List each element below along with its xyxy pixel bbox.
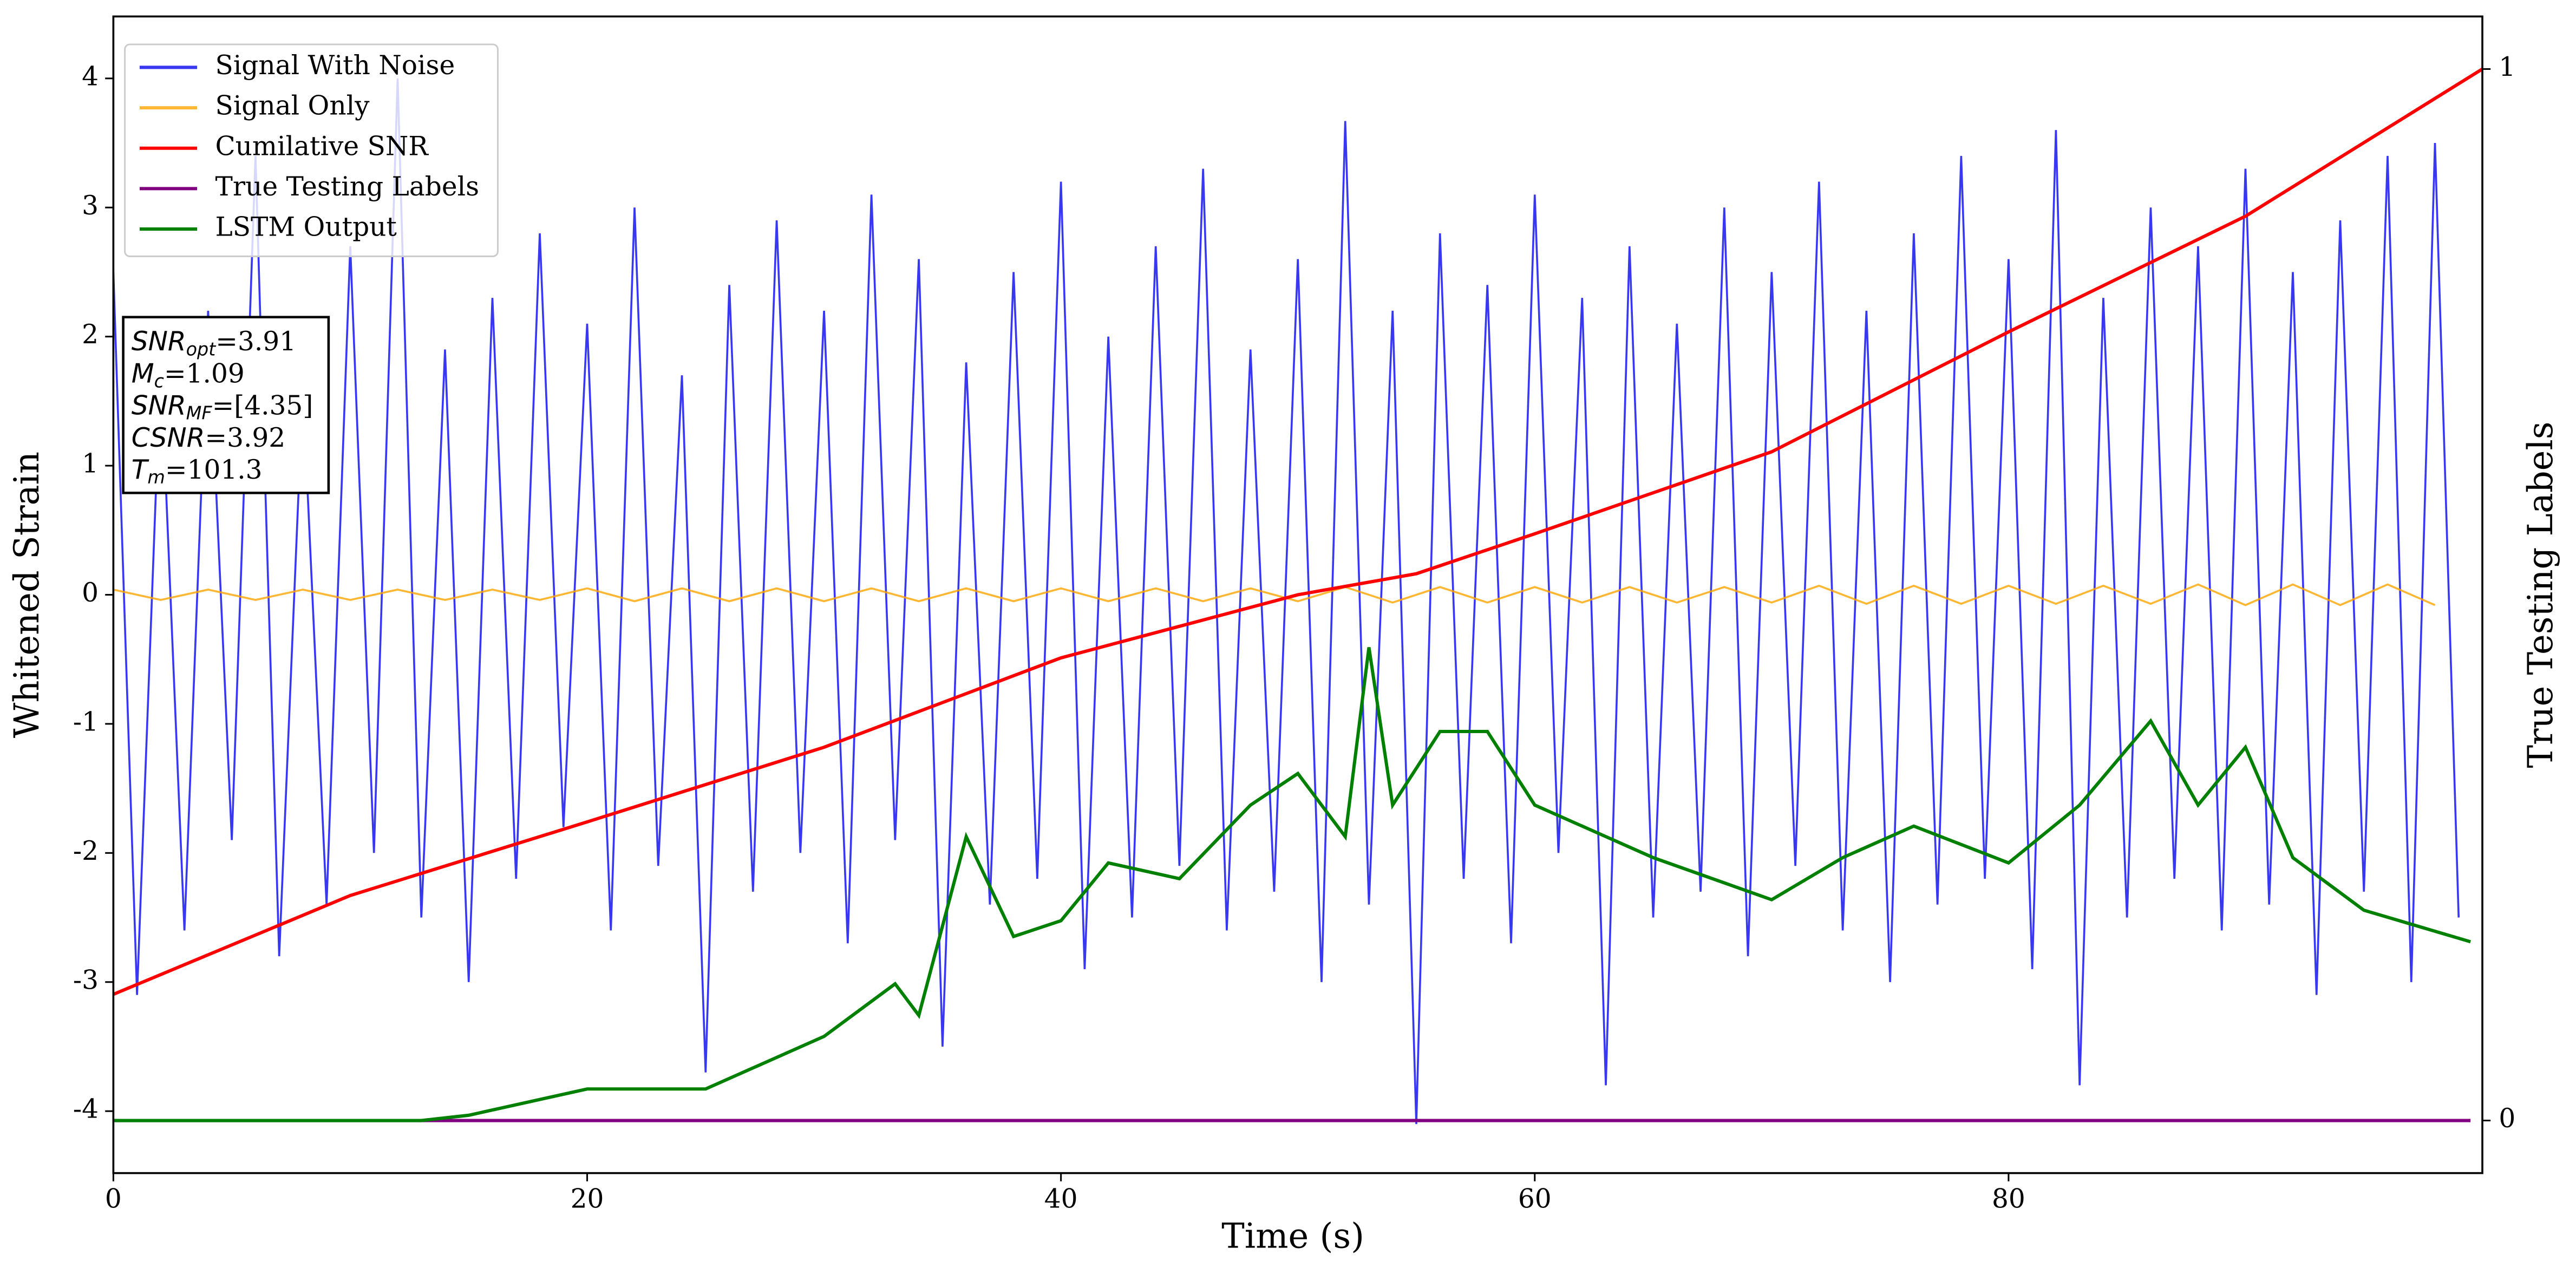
annotation-value: =3.91 bbox=[215, 326, 296, 357]
y2-tick-label: 1 bbox=[2499, 52, 2515, 82]
y2-axis-label: True Testing Labels bbox=[2521, 422, 2561, 768]
y-tick-label: 3 bbox=[82, 191, 99, 221]
annotation-subscript: opt bbox=[186, 338, 217, 360]
legend-label: Signal Only bbox=[215, 91, 370, 121]
series-line bbox=[113, 78, 2460, 1125]
y-tick-label: 2 bbox=[82, 319, 99, 350]
x-tick-label: 40 bbox=[1044, 1184, 1078, 1214]
annotation-symbol: T bbox=[132, 455, 149, 485]
annotation-value: =[4.35] bbox=[212, 390, 313, 421]
x-tick-label: 60 bbox=[1518, 1184, 1552, 1214]
x-tick-label: 20 bbox=[571, 1184, 604, 1214]
series-line bbox=[113, 583, 2436, 606]
annotation-subscript: m bbox=[147, 467, 165, 488]
x-axis-label: Time (s) bbox=[1221, 1217, 1364, 1257]
y-tick-label: -1 bbox=[73, 707, 99, 737]
annotation-symbol: SNR bbox=[132, 391, 186, 421]
annotation-value: =3.92 bbox=[205, 422, 285, 453]
legend-label: Signal With Noise bbox=[215, 50, 455, 81]
y-tick-label: -2 bbox=[73, 836, 99, 866]
y-tick-label: 1 bbox=[82, 449, 99, 479]
legend-box bbox=[124, 43, 499, 257]
legend-label: True Testing Labels bbox=[215, 172, 480, 202]
annotation-line: Mc=1.09 bbox=[132, 358, 245, 391]
series-line bbox=[113, 647, 2472, 1122]
annotation-subscript: c bbox=[154, 370, 164, 391]
annotation-line: CSNR=3.92 bbox=[132, 422, 285, 453]
legend-label: Cumilative SNR bbox=[215, 131, 429, 161]
annotation-box bbox=[122, 316, 330, 494]
y-tick-label: -3 bbox=[73, 965, 99, 995]
x-tick-label: 0 bbox=[105, 1184, 122, 1214]
legend-label: LSTM Output bbox=[215, 212, 397, 243]
annotation-symbol: CSNR bbox=[132, 423, 205, 453]
annotation-value: =101.3 bbox=[165, 454, 263, 485]
y-tick-label: -4 bbox=[73, 1094, 99, 1125]
y-tick-label: 4 bbox=[82, 61, 99, 92]
annotation-line: Tm=101.3 bbox=[132, 454, 263, 487]
y-tick-label: 0 bbox=[82, 578, 99, 608]
annotation-line: SNRMF=[4.35] bbox=[132, 390, 313, 423]
y2-tick-label: 0 bbox=[2499, 1103, 2515, 1134]
annotation-symbol: M bbox=[132, 358, 154, 389]
y-axis-label: Whitened Strain bbox=[7, 452, 47, 738]
annotation-symbol: SNR bbox=[132, 326, 186, 357]
x-tick-label: 80 bbox=[1992, 1184, 2025, 1214]
annotation-line: SNRopt=3.91 bbox=[132, 326, 296, 360]
series-line bbox=[113, 67, 2483, 996]
annotation-value: =1.09 bbox=[164, 358, 245, 389]
annotation-subscript: MF bbox=[186, 402, 213, 423]
